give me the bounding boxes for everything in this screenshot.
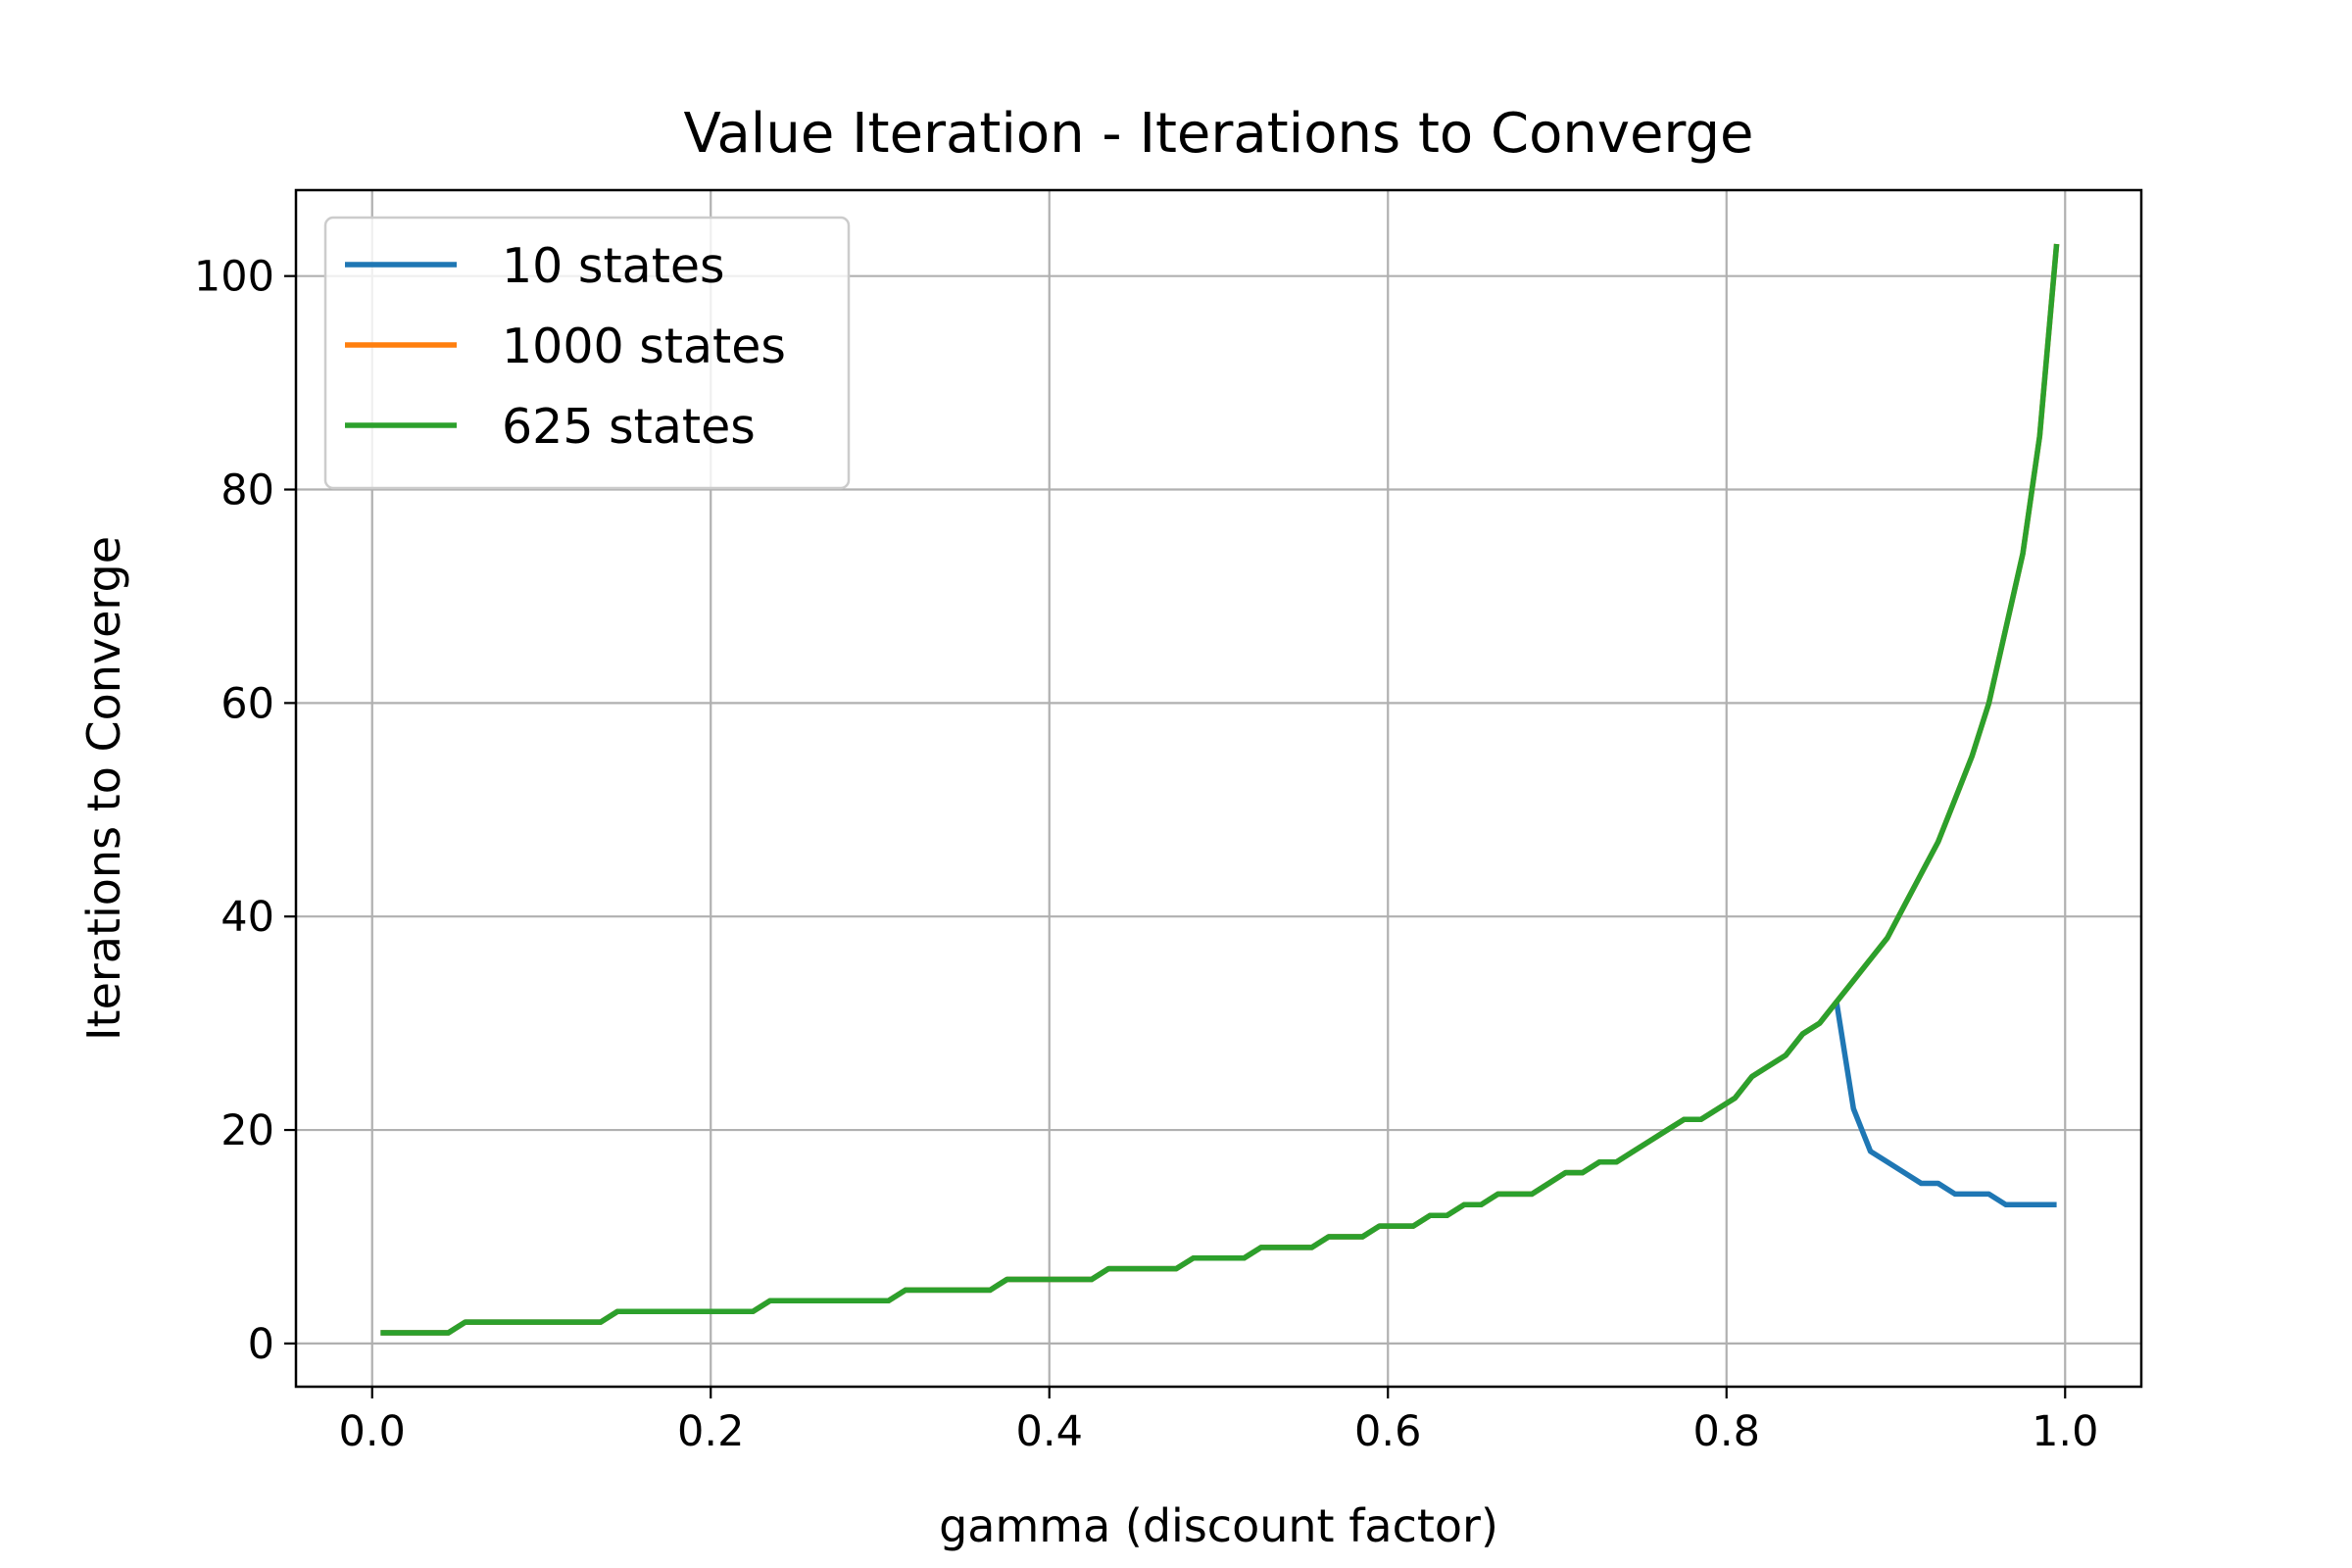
y-tick-label: 40 xyxy=(220,893,274,942)
legend-label-625-states: 625 states xyxy=(502,399,756,455)
chart-title: Value Iteration - Iterations to Converge xyxy=(684,102,1754,166)
x-tick-label: 0.6 xyxy=(1354,1407,1421,1456)
plot-lines xyxy=(380,243,2060,1336)
y-tick-label: 100 xyxy=(194,253,274,302)
legend-label-1000-states: 1000 states xyxy=(502,318,786,374)
y-tick-label: 20 xyxy=(220,1106,274,1155)
y-tick-label: 0 xyxy=(248,1320,274,1369)
x-tick-label: 0.4 xyxy=(1016,1407,1083,1456)
series-line-625-states xyxy=(380,243,2060,1336)
grid-lines xyxy=(296,190,2141,1387)
x-tick-label: 0.2 xyxy=(677,1407,744,1456)
x-tick-label: 0.0 xyxy=(339,1407,406,1456)
x-tick-label: 1.0 xyxy=(2032,1407,2098,1456)
y-tick-label: 80 xyxy=(220,466,274,515)
axes-frame xyxy=(294,188,2143,1389)
axis-ticks: 0.0 0.2 0.4 0.6 0.8 1.0 0 20 40 60 80 100 xyxy=(194,253,2099,1456)
legend: 10 states 1000 states 625 states xyxy=(323,216,851,490)
y-axis-label: Iterations to Converge xyxy=(77,536,130,1041)
x-tick-label: 0.8 xyxy=(1693,1407,1760,1456)
x-axis-label: gamma (discount factor) xyxy=(939,1499,1498,1552)
y-tick-label: 60 xyxy=(220,679,274,728)
legend-label-10-states: 10 states xyxy=(502,238,725,294)
legend-box xyxy=(323,216,851,490)
